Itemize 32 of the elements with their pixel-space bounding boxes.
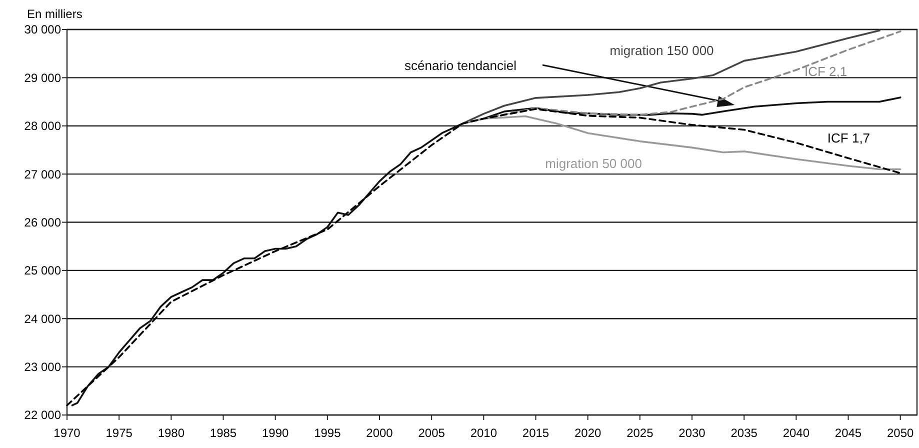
x-tick-label: 2015: [522, 426, 550, 440]
x-tick-label: 2010: [470, 426, 498, 440]
y-tick-label: 28 000: [24, 119, 62, 134]
y-tick-label: 23 000: [24, 360, 62, 374]
x-tick-label: 2025: [626, 426, 654, 440]
x-tick-label: 1990: [262, 426, 290, 440]
x-tick-label: 2045: [834, 426, 862, 440]
series-label: migration 150 000: [610, 43, 714, 58]
x-tick-label: 1985: [210, 426, 237, 440]
x-tick-label: 1970: [54, 426, 81, 440]
x-tick-label: 2020: [574, 426, 602, 440]
x-tick-label: 2030: [678, 426, 706, 440]
x-tick-label: 2050: [886, 426, 914, 440]
x-tick-label: 2040: [782, 426, 810, 440]
y-axis-title: En milliers: [27, 7, 82, 21]
y-tick-label: 22 000: [24, 408, 62, 422]
x-tick-label: 2000: [366, 426, 394, 440]
y-tick-label: 24 000: [24, 312, 62, 326]
x-tick-label: 1975: [106, 426, 133, 440]
series-label: ICF 2,1: [804, 64, 848, 79]
text: scénario tendanciel: [404, 58, 517, 73]
y-tick-label: 29 000: [24, 70, 62, 85]
y-tick-label: 25 000: [24, 264, 62, 278]
series-label: ICF 1,7: [827, 130, 870, 146]
series-label: migration 50 000: [545, 156, 642, 172]
x-tick-label: 2035: [730, 426, 758, 440]
y-tick-label: 30 000: [24, 22, 62, 37]
x-tick-label: 1980: [158, 426, 185, 440]
y-tick-label: 26 000: [24, 215, 62, 230]
x-tick-label: 2005: [418, 426, 446, 440]
y-tick-label: 27 000: [24, 167, 62, 182]
x-tick-label: 1995: [314, 426, 342, 440]
